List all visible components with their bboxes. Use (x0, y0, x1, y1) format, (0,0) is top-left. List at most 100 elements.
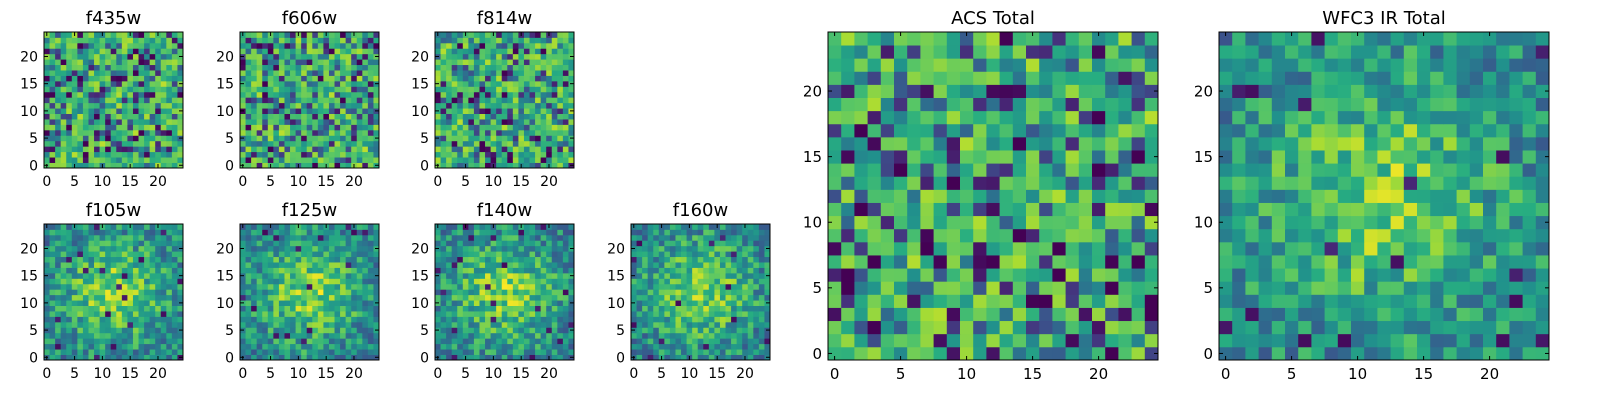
heatmap-cell (664, 240, 671, 247)
heatmap-cell (692, 354, 699, 361)
heatmap-cell (273, 48, 280, 55)
y-tick-label: 10 (20, 296, 38, 312)
heatmap-cell (946, 281, 961, 295)
heatmap-cell (1118, 268, 1132, 282)
heatmap-cell (251, 162, 258, 169)
heatmap-cell (841, 255, 855, 269)
heatmap-cell (675, 316, 682, 323)
heatmap-cell (725, 311, 732, 317)
heatmap-cell (669, 316, 676, 323)
heatmap-cell (351, 251, 358, 258)
heatmap-cell (245, 224, 252, 230)
heatmap-cell (60, 305, 67, 312)
heatmap-cell (66, 343, 73, 350)
heatmap-cell (160, 53, 167, 60)
heatmap-cell (312, 113, 319, 120)
heatmap-cell (284, 102, 291, 109)
heatmap-cell (334, 267, 341, 274)
heatmap-cell (110, 224, 117, 230)
heatmap-cell (446, 113, 453, 120)
heatmap-cell (485, 300, 491, 306)
heatmap-cell (540, 332, 547, 339)
heatmap-cell (116, 59, 123, 66)
heatmap-cell (160, 48, 167, 55)
y-tick-label: 20 (20, 242, 38, 258)
heatmap-cell (155, 283, 162, 290)
heatmap-cell (323, 316, 330, 323)
heatmap-cell (273, 316, 280, 323)
heatmap-cell (451, 146, 458, 153)
heatmap-cell (697, 240, 704, 247)
heatmap-cell (636, 262, 643, 268)
heatmap-cell (345, 32, 352, 38)
heatmap-cell (177, 338, 184, 345)
heatmap-cell (94, 86, 100, 93)
heatmap-cell (703, 300, 710, 306)
heatmap-cell (636, 272, 643, 279)
heatmap-cell (127, 289, 134, 296)
heatmap-cell (362, 321, 369, 328)
heatmap-cell (301, 97, 308, 104)
heatmap-cell (251, 294, 258, 301)
heatmap-cell (828, 150, 842, 164)
heatmap-cell (518, 316, 525, 323)
heatmap-cell (66, 97, 73, 104)
heatmap-cell (290, 75, 296, 82)
heatmap-cell (719, 338, 726, 345)
heatmap-cell (105, 97, 112, 104)
heatmap-cell (880, 281, 895, 295)
heatmap-cell (60, 108, 67, 114)
heatmap-cell (373, 289, 380, 296)
heatmap-cell (144, 119, 151, 125)
heatmap-cell (55, 135, 62, 142)
heatmap-cell (334, 272, 341, 279)
heatmap-cell (496, 294, 503, 301)
heatmap-cell (764, 321, 771, 328)
heatmap-cell (340, 278, 347, 285)
heatmap-cell (462, 64, 469, 71)
heatmap-cell (647, 224, 654, 230)
heatmap-cell (529, 102, 536, 109)
heatmap-cell (273, 42, 280, 49)
heatmap-cell (340, 146, 347, 153)
heatmap-cell (49, 146, 56, 153)
heatmap-cell (496, 113, 503, 120)
heatmap-cell (451, 327, 458, 334)
heatmap-cell (647, 256, 654, 263)
heatmap-cell (317, 102, 324, 109)
heatmap-cell (719, 289, 726, 296)
heatmap-cell (1065, 189, 1080, 203)
heatmap-cell (367, 70, 374, 76)
heatmap-cell (262, 289, 269, 296)
heatmap-cell (160, 338, 167, 345)
heatmap-cell (334, 240, 341, 247)
heatmap-cell (653, 316, 660, 323)
x-tick-label: 5 (461, 366, 470, 382)
heatmap-cell (278, 80, 285, 87)
heatmap-cell (334, 245, 341, 252)
heatmap-cell (468, 124, 475, 131)
heatmap-cell (501, 272, 508, 279)
heatmap-cell (362, 267, 369, 274)
heatmap-cell (262, 224, 269, 230)
heatmap-cell (867, 320, 882, 335)
heatmap-cell (446, 135, 453, 142)
heatmap-cell (267, 119, 274, 125)
heatmap-cell (551, 102, 558, 109)
heatmap-cell (457, 162, 464, 169)
heatmap-cell (290, 157, 296, 163)
heatmap-cell (999, 202, 1014, 217)
heatmap-cell (66, 338, 73, 345)
heatmap-cell (568, 234, 575, 241)
heatmap-cell (557, 75, 564, 82)
heatmap-cell (155, 86, 162, 93)
heatmap-cell (485, 311, 491, 317)
heatmap-cell (535, 162, 542, 169)
heatmap-cell (328, 251, 335, 258)
heatmap-cell (273, 91, 280, 98)
heatmap-cell (529, 119, 536, 125)
heatmap-cell (512, 91, 519, 98)
heatmap-cell (340, 48, 347, 55)
heatmap-cell (177, 316, 184, 323)
